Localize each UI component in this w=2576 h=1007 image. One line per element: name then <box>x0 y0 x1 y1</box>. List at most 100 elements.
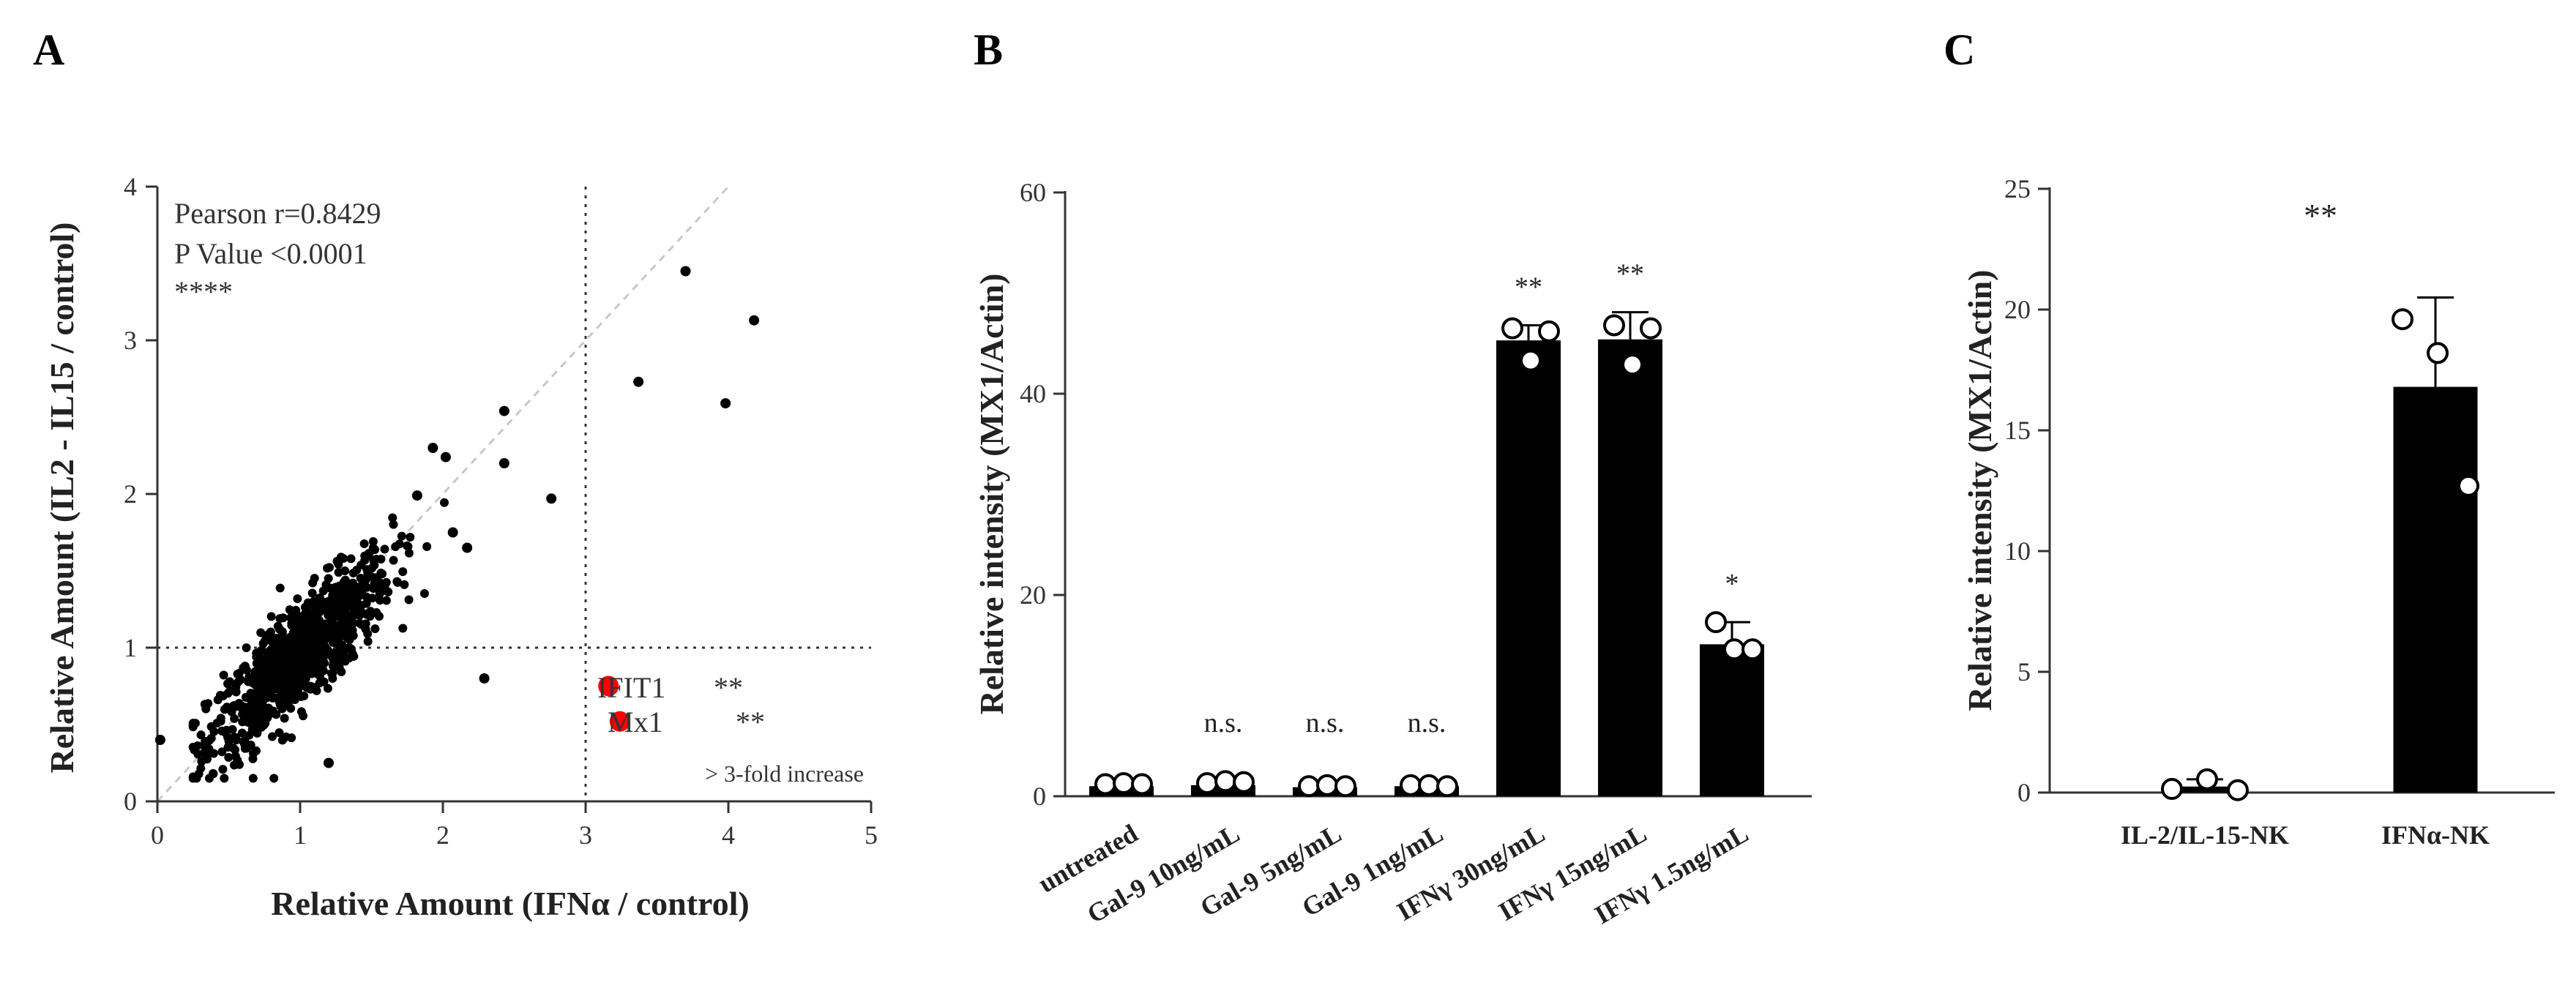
x-tick-label: 3 <box>579 820 592 850</box>
data-point <box>356 600 365 610</box>
pearson-r-text: Pearson r=0.8429 <box>174 197 381 230</box>
data-point <box>334 560 343 569</box>
data-point <box>269 774 279 783</box>
panel-letter-c: C <box>1944 26 1975 74</box>
y-tick-label: 0 <box>2017 778 2031 807</box>
replicate-point <box>1094 773 1116 796</box>
data-point <box>283 640 293 650</box>
replicate-point <box>1418 774 1440 796</box>
data-point <box>440 452 451 463</box>
data-point <box>360 555 370 565</box>
data-point <box>546 493 557 504</box>
data-point <box>345 654 354 663</box>
data-point <box>389 520 398 529</box>
data-point <box>306 681 316 691</box>
data-point <box>256 628 266 637</box>
data-point <box>479 673 490 684</box>
data-point <box>305 600 314 610</box>
data-point <box>324 757 334 768</box>
data-point <box>328 637 337 647</box>
data-point <box>200 700 209 709</box>
data-point <box>200 747 209 757</box>
data-point <box>381 596 391 605</box>
data-point <box>277 689 286 698</box>
data-point <box>219 670 228 680</box>
replicate-point <box>1603 314 1625 337</box>
data-point <box>341 615 351 624</box>
replicate-point <box>1214 770 1236 793</box>
x-tick-label: 5 <box>865 820 878 850</box>
data-point <box>335 589 344 599</box>
replicate-point <box>1113 772 1135 795</box>
x-tick-label: 0 <box>151 820 164 850</box>
bar <box>1700 644 1764 796</box>
data-point <box>304 667 313 676</box>
data-point <box>397 531 406 541</box>
replicate-point <box>1538 320 1560 342</box>
data-point <box>266 656 275 666</box>
panel-a-x-axis-title: Relative Amount (IFNα / control) <box>271 885 749 922</box>
data-point <box>244 693 253 703</box>
significance-label: n.s. <box>1408 708 1446 738</box>
threshold-label: > 3-fold increase <box>705 760 864 787</box>
data-point <box>404 595 414 604</box>
replicate-point <box>1316 774 1338 796</box>
replicate-point <box>1501 317 1523 340</box>
data-point <box>274 675 283 685</box>
bar <box>1496 340 1561 796</box>
data-point <box>720 398 731 409</box>
data-point <box>275 642 284 651</box>
significance-label: ** <box>1515 272 1542 303</box>
data-point <box>209 768 218 778</box>
panel-letter-b: B <box>974 26 1003 74</box>
replicate-point <box>1196 772 1218 795</box>
ifit1-significance: ** <box>714 671 743 704</box>
data-point <box>329 624 338 634</box>
data-point <box>316 594 325 603</box>
data-point <box>288 628 298 637</box>
data-point <box>277 627 287 637</box>
replicate-point <box>1640 317 1662 340</box>
data-point <box>248 754 258 763</box>
data-point <box>345 635 354 645</box>
replicate-point <box>2196 768 2218 790</box>
replicate-point <box>2161 778 2183 801</box>
data-point <box>323 684 332 693</box>
replicate-point <box>2227 779 2249 801</box>
panel-a-y-axis-title: Relative Amount (IL2 - IL15 / control) <box>43 222 81 773</box>
data-point <box>321 580 331 589</box>
mx1-label: Mx1 <box>608 705 663 738</box>
data-point <box>318 603 327 613</box>
significance-stars-text: **** <box>174 275 233 308</box>
data-point <box>236 701 246 711</box>
data-point <box>363 637 373 646</box>
data-point <box>266 650 276 659</box>
data-point <box>499 458 509 468</box>
data-point <box>376 554 386 564</box>
panel-a-ticks: 0 1 2 3 4 5 0 1 2 3 4 <box>124 172 878 850</box>
data-point <box>280 667 290 676</box>
data-point <box>223 743 233 752</box>
data-point <box>311 606 321 615</box>
data-point <box>287 733 296 743</box>
replicate-point <box>1741 638 1763 661</box>
data-point <box>230 714 239 723</box>
data-point <box>217 747 227 757</box>
replicate-point <box>1233 771 1255 793</box>
y-tick-label: 2 <box>124 479 137 509</box>
data-point <box>231 682 241 692</box>
data-point <box>240 739 250 749</box>
data-point <box>393 577 403 587</box>
data-point <box>346 554 356 564</box>
data-point <box>231 752 240 761</box>
data-point <box>328 668 337 678</box>
data-point <box>206 722 216 731</box>
y-tick-label: 1 <box>124 633 137 662</box>
data-point <box>334 610 343 619</box>
data-point <box>283 700 293 710</box>
data-point <box>299 612 309 621</box>
identity-line <box>156 185 730 803</box>
data-point <box>259 718 269 727</box>
data-point <box>388 513 397 523</box>
data-point <box>223 733 233 742</box>
